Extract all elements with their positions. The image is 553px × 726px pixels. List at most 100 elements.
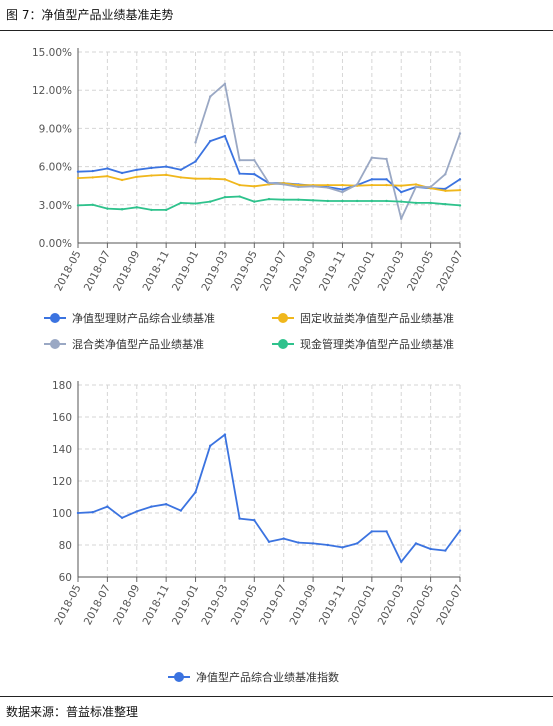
data-point <box>400 190 403 194</box>
data-point <box>429 547 432 551</box>
chart-2: 60 80 100 120 140 160 180 2018-052018-072018-09… <box>52 380 466 684</box>
data-point <box>444 549 447 552</box>
data-point <box>282 183 285 186</box>
series-line <box>194 82 461 220</box>
data-point <box>458 204 462 207</box>
x-tick-label: 2018-05 <box>52 249 83 293</box>
data-point <box>326 543 329 547</box>
data-point <box>267 197 271 201</box>
data-point <box>444 173 447 176</box>
x-tick-label: 2018-07 <box>82 583 113 627</box>
y-tick-label: 3.00% <box>39 200 72 212</box>
data-point <box>341 183 344 187</box>
data-point <box>135 168 138 171</box>
top-divider <box>0 30 553 31</box>
data-point <box>106 505 109 508</box>
x-tick-label: 2019-07 <box>258 583 289 627</box>
data-point <box>414 201 418 205</box>
y-tick-label: 9.00% <box>39 123 72 135</box>
data-point <box>164 208 168 212</box>
data-point <box>194 141 197 144</box>
data-point <box>458 178 462 181</box>
data-point <box>253 173 256 176</box>
data-point <box>400 200 403 203</box>
y-tick-label: 60 <box>59 572 72 584</box>
data-point <box>91 176 94 179</box>
data-point <box>385 530 388 533</box>
series-3 <box>194 82 462 221</box>
data-point <box>106 207 109 210</box>
data-point <box>135 510 138 513</box>
data-point <box>91 203 94 206</box>
y-tick-label: 160 <box>52 412 72 424</box>
x-tick-label: 2020-01 <box>346 583 377 627</box>
data-point <box>194 202 197 205</box>
x-tick-label: 2018-07 <box>82 249 113 293</box>
data-point <box>355 542 359 545</box>
data-point <box>355 183 359 186</box>
data-point <box>341 199 344 203</box>
data-point <box>267 540 271 543</box>
data-point <box>164 503 168 506</box>
data-point <box>444 187 447 191</box>
data-point <box>238 159 241 162</box>
legend-label: 现金管理类净值型产品业绩基准 <box>300 337 454 351</box>
y-tick-label: 100 <box>52 508 72 520</box>
data-point <box>135 206 138 209</box>
x-tick-label: 2020-07 <box>434 249 465 293</box>
data-point <box>223 82 227 86</box>
series-4 <box>76 195 462 212</box>
data-point <box>385 183 388 187</box>
data-point <box>76 176 80 180</box>
data-point <box>209 95 212 98</box>
data-point <box>297 541 300 544</box>
data-point <box>120 208 124 211</box>
x-tick-label: 2019-01 <box>170 249 201 293</box>
data-point <box>297 198 300 201</box>
data-point <box>179 509 183 512</box>
series-2 <box>76 173 462 192</box>
data-point <box>238 183 241 187</box>
x-tick-label: 2020-05 <box>405 583 436 627</box>
y-tick-label: 140 <box>52 444 72 456</box>
data-point <box>385 199 388 203</box>
data-point <box>194 177 197 180</box>
x-tick-label: 2019-11 <box>317 249 348 293</box>
data-point <box>223 178 227 181</box>
data-point <box>282 198 285 201</box>
x-tick-label: 2019-07 <box>258 249 289 293</box>
y-tick-label: 120 <box>52 476 72 488</box>
data-point <box>209 200 212 203</box>
data-point <box>179 176 183 179</box>
data-point <box>150 208 153 212</box>
x-tick-label: 2019-03 <box>199 583 230 627</box>
data-point <box>150 505 153 508</box>
legend-item: 固定收益类净值型产品业绩基准 <box>272 311 454 325</box>
data-point <box>209 177 212 180</box>
x-tick-label: 2018-09 <box>111 249 142 293</box>
data-point <box>282 537 285 540</box>
data-point <box>164 173 168 177</box>
x-tick-label: 2020-03 <box>376 583 407 627</box>
data-point <box>209 139 212 143</box>
x-tick-label: 2018-11 <box>141 249 172 293</box>
data-point <box>179 201 183 205</box>
data-point <box>370 530 374 533</box>
x-tick-label: 2019-03 <box>199 249 230 293</box>
data-point <box>150 174 153 177</box>
data-point <box>91 169 94 173</box>
x-tick-label: 2019-01 <box>170 583 201 627</box>
data-point <box>444 189 447 192</box>
data-point <box>400 217 403 221</box>
legend-item: 混合类净值型产品业绩基准 <box>44 337 204 351</box>
y-tick-label: 15.00% <box>32 47 72 59</box>
data-point <box>370 178 374 181</box>
legend-label: 混合类净值型产品业绩基准 <box>72 337 204 351</box>
legend-swatch-marker <box>278 313 288 323</box>
data-point <box>238 517 241 520</box>
data-point <box>209 444 212 447</box>
legend-label: 固定收益类净值型产品业绩基准 <box>300 311 454 325</box>
data-point <box>297 185 300 189</box>
legend-item: 净值型理财产品综合业绩基准 <box>44 311 215 325</box>
